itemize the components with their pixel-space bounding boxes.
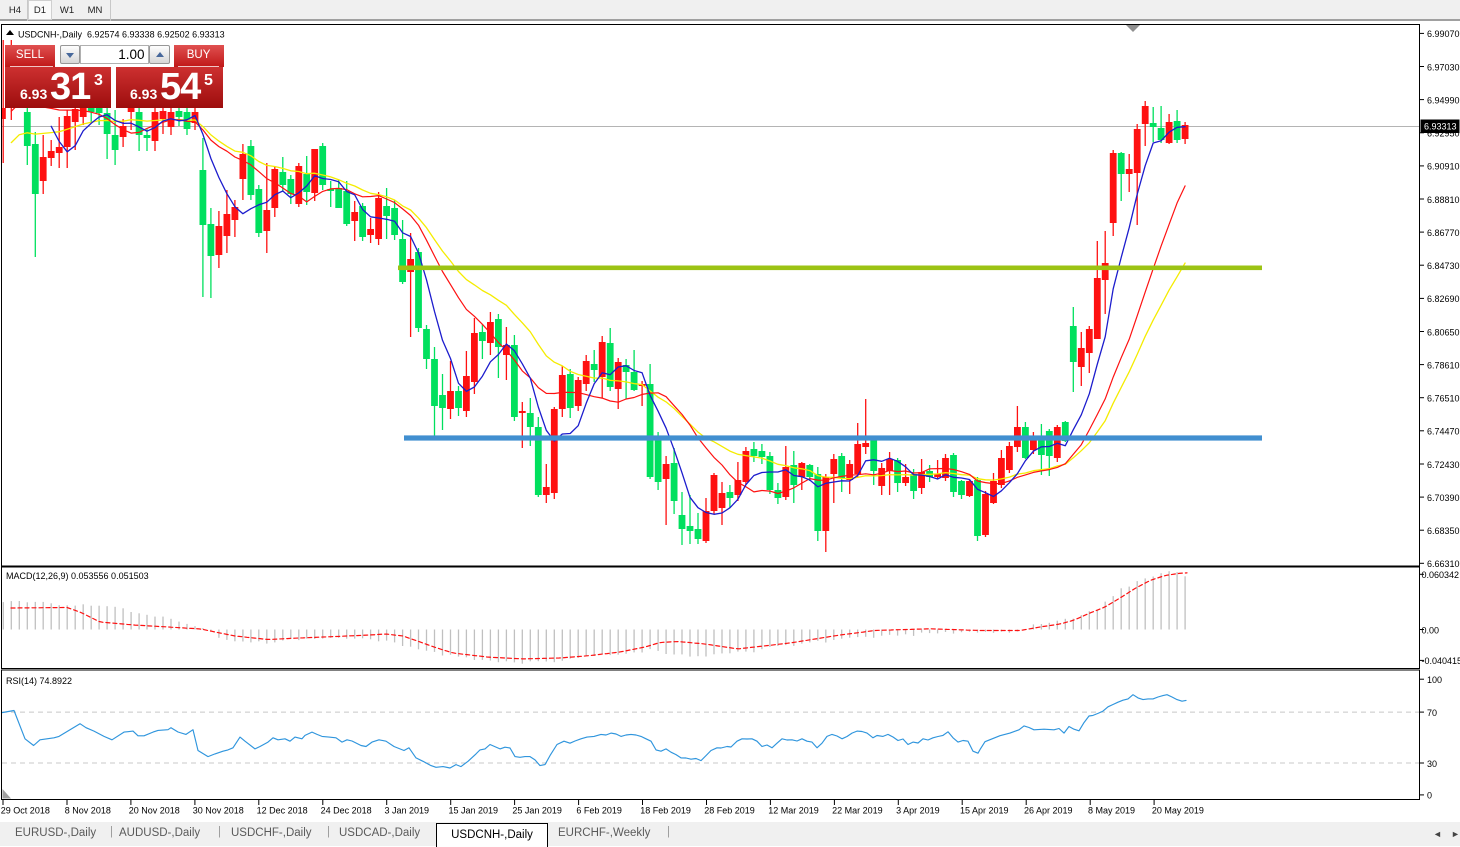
svg-text:6.97030: 6.97030 bbox=[1427, 62, 1460, 72]
svg-text:28 Feb 2019: 28 Feb 2019 bbox=[704, 806, 755, 816]
svg-text:0.060342: 0.060342 bbox=[1422, 570, 1460, 580]
svg-text:29 Oct 2018: 29 Oct 2018 bbox=[1, 806, 50, 816]
svg-text:6 Feb 2019: 6 Feb 2019 bbox=[576, 806, 622, 816]
svg-text:100: 100 bbox=[1427, 675, 1442, 685]
svg-text:6.82690: 6.82690 bbox=[1427, 294, 1460, 304]
svg-text:6.94990: 6.94990 bbox=[1427, 95, 1460, 105]
svg-text:20 May 2019: 20 May 2019 bbox=[1152, 806, 1204, 816]
svg-text:6.70390: 6.70390 bbox=[1427, 493, 1460, 503]
svg-text:30 Nov 2018: 30 Nov 2018 bbox=[193, 806, 244, 816]
svg-text:15 Jan 2019: 15 Jan 2019 bbox=[449, 806, 499, 816]
svg-text:22 Mar 2019: 22 Mar 2019 bbox=[832, 806, 883, 816]
svg-text:6.90910: 6.90910 bbox=[1427, 162, 1460, 172]
svg-text:18 Feb 2019: 18 Feb 2019 bbox=[640, 806, 691, 816]
svg-text:6.84730: 6.84730 bbox=[1427, 261, 1460, 271]
svg-text:0: 0 bbox=[1427, 791, 1432, 801]
svg-text:6.76510: 6.76510 bbox=[1427, 394, 1460, 404]
svg-text:70: 70 bbox=[1427, 708, 1437, 718]
svg-text:25 Jan 2019: 25 Jan 2019 bbox=[512, 806, 562, 816]
svg-text:MACD(12,26,9) 0.053556 0.05150: MACD(12,26,9) 0.053556 0.051503 bbox=[6, 571, 149, 581]
svg-text:20 Nov 2018: 20 Nov 2018 bbox=[129, 806, 180, 816]
svg-text:3 Jan 2019: 3 Jan 2019 bbox=[385, 806, 430, 816]
svg-text:6.72430: 6.72430 bbox=[1427, 460, 1460, 470]
svg-text:-0.040415: -0.040415 bbox=[1422, 656, 1460, 666]
svg-text:6.99070: 6.99070 bbox=[1427, 29, 1460, 39]
svg-text:12 Dec 2018: 12 Dec 2018 bbox=[257, 806, 308, 816]
svg-text:6.88810: 6.88810 bbox=[1427, 195, 1460, 205]
svg-text:30: 30 bbox=[1427, 759, 1437, 769]
svg-text:6.74470: 6.74470 bbox=[1427, 427, 1460, 437]
svg-text:24 Dec 2018: 24 Dec 2018 bbox=[321, 806, 372, 816]
svg-text:3 Apr 2019: 3 Apr 2019 bbox=[896, 806, 940, 816]
svg-text:26 Apr 2019: 26 Apr 2019 bbox=[1024, 806, 1073, 816]
svg-text:12 Mar 2019: 12 Mar 2019 bbox=[768, 806, 819, 816]
svg-text:6.68350: 6.68350 bbox=[1427, 526, 1460, 536]
svg-text:8 Nov 2018: 8 Nov 2018 bbox=[65, 806, 111, 816]
svg-text:6.80650: 6.80650 bbox=[1427, 327, 1460, 337]
svg-text:6.93313: 6.93313 bbox=[1424, 122, 1457, 132]
svg-text:USDCNH-,Daily 6.92574 6.93338: USDCNH-,Daily 6.92574 6.93338 6.92502 6.… bbox=[18, 30, 225, 40]
svg-text:6.78610: 6.78610 bbox=[1427, 360, 1460, 370]
svg-text:8 May 2019: 8 May 2019 bbox=[1088, 806, 1135, 816]
svg-text:0.00: 0.00 bbox=[1422, 625, 1440, 635]
svg-text:15 Apr 2019: 15 Apr 2019 bbox=[960, 806, 1009, 816]
svg-text:RSI(14) 74.8922: RSI(14) 74.8922 bbox=[6, 676, 72, 686]
svg-text:6.86770: 6.86770 bbox=[1427, 228, 1460, 238]
svg-text:6.66310: 6.66310 bbox=[1427, 559, 1460, 569]
